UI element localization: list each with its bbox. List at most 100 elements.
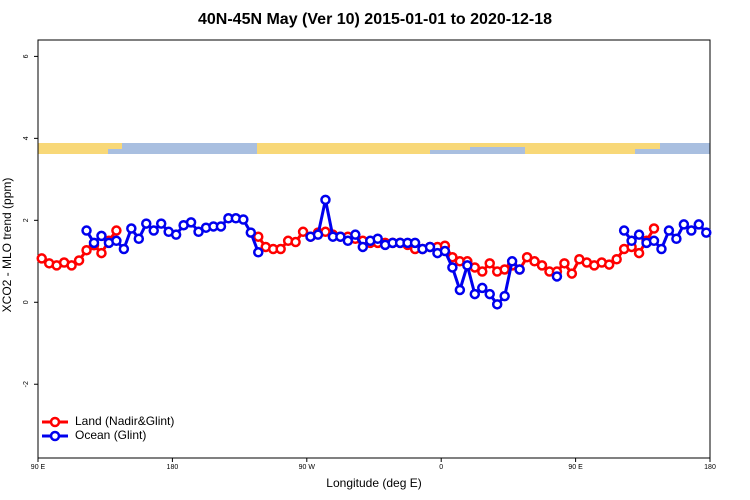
data-point	[81, 225, 92, 236]
band-land	[257, 143, 430, 154]
data-point	[521, 251, 533, 263]
data-point	[141, 218, 152, 229]
land-ocean-band	[38, 143, 710, 154]
data-point	[686, 225, 697, 236]
data-point	[678, 219, 690, 230]
y-tick-label: 0	[23, 300, 30, 304]
data-point	[372, 233, 383, 245]
data-point	[185, 217, 197, 228]
data-point	[297, 226, 309, 238]
data-point	[81, 244, 92, 256]
data-point	[633, 229, 645, 240]
data-point	[36, 253, 47, 264]
data-point	[618, 225, 630, 236]
data-point	[648, 223, 660, 234]
data-point	[484, 288, 495, 300]
data-point	[111, 235, 122, 247]
legend-label: Land (Nadir&Glint)	[75, 414, 174, 428]
data-point	[469, 288, 481, 300]
data-point	[477, 266, 488, 277]
data-point	[506, 256, 518, 267]
series-line	[85, 199, 708, 307]
data-point	[96, 230, 107, 242]
data-point	[342, 235, 354, 247]
data-point	[559, 258, 570, 269]
data-point	[462, 260, 473, 271]
legend-marker	[49, 416, 61, 428]
data-point	[701, 227, 712, 238]
data-point	[148, 225, 159, 236]
data-point	[663, 225, 675, 236]
data-point	[66, 260, 77, 271]
data-point	[656, 243, 667, 255]
data-point	[73, 255, 85, 266]
data-point	[491, 299, 503, 310]
data-point	[484, 258, 495, 269]
data-point	[536, 260, 548, 271]
data-point	[499, 290, 510, 302]
data-point	[566, 268, 578, 279]
data-point	[253, 247, 264, 258]
data-point	[290, 236, 301, 248]
band-land	[108, 143, 122, 149]
data-point	[439, 245, 451, 257]
data-point	[671, 233, 682, 245]
x-tick-label: 90 W	[299, 464, 316, 471]
y-axis-label: XCO2 - MLO trend (ppm)	[0, 178, 14, 313]
data-point	[170, 229, 182, 240]
x-tick-label: 0	[439, 464, 443, 471]
data-point	[499, 264, 510, 275]
data-point	[611, 253, 622, 265]
data-point	[424, 241, 436, 253]
data-point	[633, 247, 645, 259]
data-point	[693, 219, 705, 230]
series	[81, 194, 712, 310]
legend-label: Ocean (Glint)	[75, 428, 146, 442]
y-tick-label: -2	[23, 381, 30, 387]
data-point	[551, 271, 563, 282]
data-point	[514, 264, 525, 275]
data-point	[253, 231, 264, 242]
data-point	[320, 194, 331, 206]
data-point	[275, 243, 286, 255]
chart-title: 40N-45N May (Ver 10) 2015-01-01 to 2020-…	[198, 11, 552, 28]
data-point	[409, 237, 421, 249]
x-tick-label: 180	[704, 464, 716, 471]
band-land	[430, 143, 470, 150]
data-point	[193, 226, 204, 238]
data-point	[118, 243, 130, 255]
x-tick-label: 180	[167, 464, 179, 471]
band-land	[470, 143, 525, 147]
x-tick-label: 90 E	[31, 464, 46, 471]
x-axis-label: Longitude (deg E)	[326, 476, 421, 490]
data-point	[335, 231, 346, 242]
band-land	[525, 143, 635, 154]
data-point	[477, 282, 488, 294]
y-tick-label: 4	[23, 136, 30, 140]
band-land	[38, 143, 108, 154]
y-tick-label: 2	[23, 218, 30, 222]
data-point	[357, 241, 369, 253]
data-point	[126, 223, 137, 234]
data-point	[350, 229, 361, 240]
data-point	[88, 237, 100, 249]
data-point	[133, 233, 145, 245]
data-point	[626, 235, 637, 247]
band-land	[635, 143, 660, 149]
data-point	[454, 284, 466, 296]
data-point	[648, 235, 660, 247]
data-point	[447, 262, 458, 273]
plot-frame	[37, 39, 711, 459]
data-point	[603, 259, 615, 270]
data-point	[155, 218, 167, 229]
legend-marker	[49, 430, 61, 442]
data-point	[529, 256, 540, 267]
y-tick-label: 6	[23, 54, 30, 58]
data-point	[96, 247, 107, 259]
x-tick-label: 90 E	[568, 464, 583, 471]
data-point	[111, 225, 122, 236]
data-point	[215, 221, 227, 232]
data-point	[245, 227, 257, 238]
data-point	[238, 214, 249, 225]
